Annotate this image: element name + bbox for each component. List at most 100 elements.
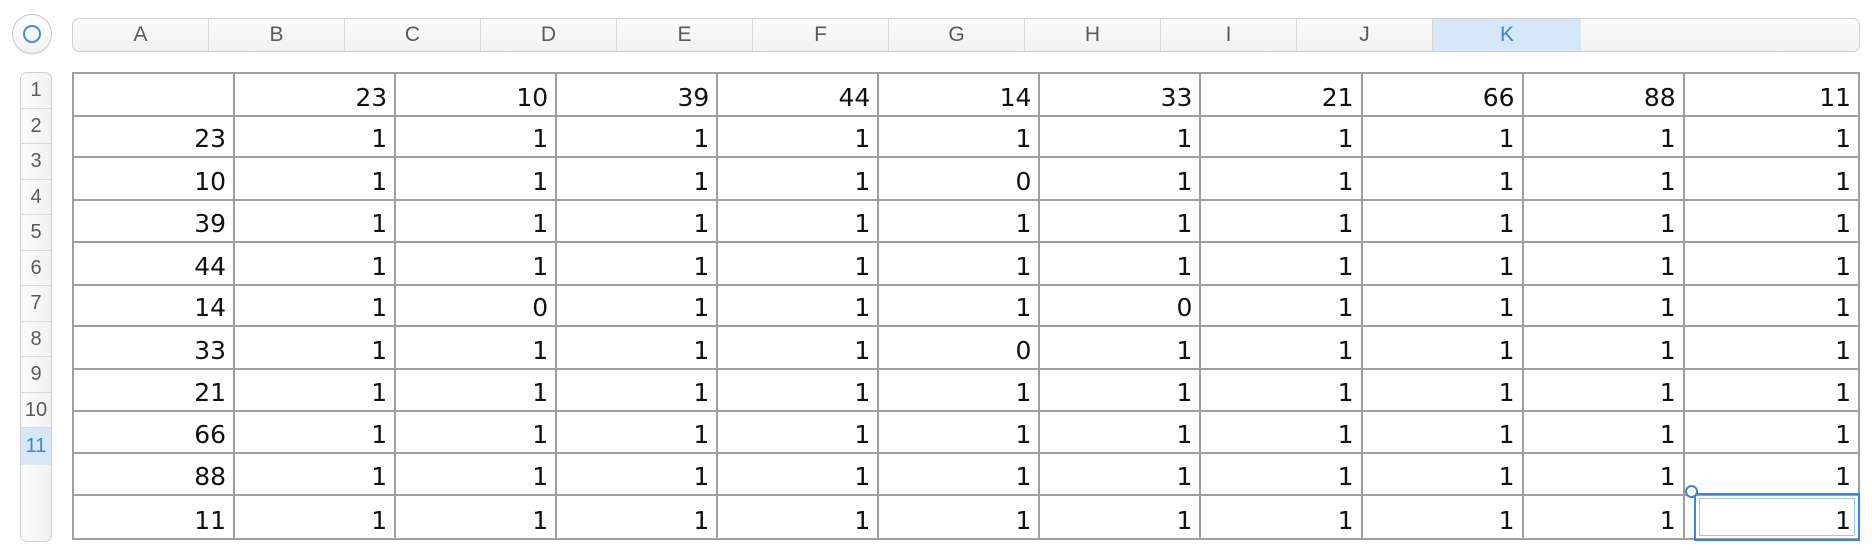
cell-f2[interactable]: 1 <box>877 114 1041 159</box>
cell-a8[interactable]: 21 <box>71 367 236 412</box>
cell-k10[interactable]: 1 <box>1682 452 1861 496</box>
cell-a9[interactable]: 66 <box>71 409 236 455</box>
cell-f9[interactable]: 1 <box>877 409 1041 455</box>
cell-i9[interactable]: 1 <box>1360 409 1524 455</box>
cell-j9[interactable]: 1 <box>1521 409 1685 455</box>
cell-d7[interactable]: 1 <box>555 325 719 370</box>
cell-h2[interactable]: 1 <box>1199 114 1363 159</box>
cell-d9[interactable]: 1 <box>555 409 719 455</box>
row-header-11[interactable]: 11 <box>21 428 51 465</box>
column-header-h[interactable]: H <box>1025 19 1161 51</box>
cell-g3[interactable]: 1 <box>1038 156 1202 202</box>
cell-a5[interactable]: 44 <box>71 240 236 286</box>
cell-e6[interactable]: 1 <box>716 283 880 328</box>
cell-f5[interactable]: 1 <box>877 240 1041 286</box>
cell-d8[interactable]: 1 <box>555 367 719 412</box>
cell-a11[interactable]: 11 <box>71 493 236 541</box>
cell-e1[interactable]: 44 <box>716 72 880 117</box>
row-header-1[interactable]: 1 <box>21 73 51 109</box>
cell-c11[interactable]: 1 <box>394 493 558 541</box>
cell-i5[interactable]: 1 <box>1360 240 1524 286</box>
cell-b10[interactable]: 1 <box>233 452 397 496</box>
cell-h10[interactable]: 1 <box>1199 452 1363 496</box>
cell-e2[interactable]: 1 <box>716 114 880 159</box>
cell-g6[interactable]: 0 <box>1038 283 1202 328</box>
row-header-6[interactable]: 6 <box>21 251 51 286</box>
cell-b9[interactable]: 1 <box>233 409 397 455</box>
cell-f10[interactable]: 1 <box>877 452 1041 496</box>
cell-d3[interactable]: 1 <box>555 156 719 202</box>
cell-g10[interactable]: 1 <box>1038 452 1202 496</box>
cell-b4[interactable]: 1 <box>233 199 397 243</box>
cell-g7[interactable]: 1 <box>1038 325 1202 370</box>
cell-h4[interactable]: 1 <box>1199 199 1363 243</box>
column-header-b[interactable]: B <box>209 19 345 51</box>
cell-g1[interactable]: 33 <box>1038 72 1202 117</box>
row-header-5[interactable]: 5 <box>21 215 51 251</box>
cell-h7[interactable]: 1 <box>1199 325 1363 370</box>
cell-f3[interactable]: 0 <box>877 156 1041 202</box>
cell-i3[interactable]: 1 <box>1360 156 1524 202</box>
cell-f4[interactable]: 1 <box>877 199 1041 243</box>
cell-g4[interactable]: 1 <box>1038 199 1202 243</box>
row-header-8[interactable]: 8 <box>21 322 51 357</box>
cell-i6[interactable]: 1 <box>1360 283 1524 328</box>
cell-e11[interactable]: 1 <box>716 493 880 541</box>
cell-d2[interactable]: 1 <box>555 114 719 159</box>
cell-k1[interactable]: 11 <box>1682 72 1861 117</box>
cell-d4[interactable]: 1 <box>555 199 719 243</box>
cell-a3[interactable]: 10 <box>71 156 236 202</box>
cell-g8[interactable]: 1 <box>1038 367 1202 412</box>
cell-b8[interactable]: 1 <box>233 367 397 412</box>
cell-c3[interactable]: 1 <box>394 156 558 202</box>
row-header-10[interactable]: 10 <box>21 393 51 428</box>
cell-i1[interactable]: 66 <box>1360 72 1524 117</box>
cell-i7[interactable]: 1 <box>1360 325 1524 370</box>
cell-h8[interactable]: 1 <box>1199 367 1363 412</box>
row-header-2[interactable]: 2 <box>21 109 51 144</box>
cell-b5[interactable]: 1 <box>233 240 397 286</box>
column-header-k[interactable]: K <box>1433 19 1581 51</box>
cell-a10[interactable]: 88 <box>71 452 236 496</box>
cell-c8[interactable]: 1 <box>394 367 558 412</box>
cell-f1[interactable]: 14 <box>877 72 1041 117</box>
cell-f7[interactable]: 0 <box>877 325 1041 370</box>
column-header-d[interactable]: D <box>481 19 617 51</box>
cell-e5[interactable]: 1 <box>716 240 880 286</box>
cell-j7[interactable]: 1 <box>1521 325 1685 370</box>
row-header-9[interactable]: 9 <box>21 357 51 393</box>
cell-h11[interactable]: 1 <box>1199 493 1363 541</box>
cell-g11[interactable]: 1 <box>1038 493 1202 541</box>
column-header-c[interactable]: C <box>345 19 481 51</box>
cell-e9[interactable]: 1 <box>716 409 880 455</box>
cell-d1[interactable]: 39 <box>555 72 719 117</box>
cell-i8[interactable]: 1 <box>1360 367 1524 412</box>
cell-c6[interactable]: 0 <box>394 283 558 328</box>
select-all-button[interactable] <box>12 14 52 54</box>
cell-k2[interactable]: 1 <box>1682 114 1861 159</box>
cell-a1[interactable] <box>71 72 236 117</box>
cell-g5[interactable]: 1 <box>1038 240 1202 286</box>
cell-c2[interactable]: 1 <box>394 114 558 159</box>
cell-j11[interactable]: 1 <box>1521 493 1685 541</box>
cell-i10[interactable]: 1 <box>1360 452 1524 496</box>
cell-c7[interactable]: 1 <box>394 325 558 370</box>
cell-f11[interactable]: 1 <box>877 493 1041 541</box>
cell-d10[interactable]: 1 <box>555 452 719 496</box>
cell-j1[interactable]: 88 <box>1521 72 1685 117</box>
cell-k7[interactable]: 1 <box>1682 325 1861 370</box>
cell-e10[interactable]: 1 <box>716 452 880 496</box>
cell-e7[interactable]: 1 <box>716 325 880 370</box>
column-header-a[interactable]: A <box>73 19 209 51</box>
cell-d6[interactable]: 1 <box>555 283 719 328</box>
cell-i2[interactable]: 1 <box>1360 114 1524 159</box>
column-header-j[interactable]: J <box>1297 19 1433 51</box>
row-header-4[interactable]: 4 <box>21 180 51 215</box>
column-header-i[interactable]: I <box>1161 19 1297 51</box>
cell-c1[interactable]: 10 <box>394 72 558 117</box>
cell-j5[interactable]: 1 <box>1521 240 1685 286</box>
cell-j4[interactable]: 1 <box>1521 199 1685 243</box>
cell-k6[interactable]: 1 <box>1682 283 1861 328</box>
cell-a2[interactable]: 23 <box>71 114 236 159</box>
cell-k8[interactable]: 1 <box>1682 367 1861 412</box>
